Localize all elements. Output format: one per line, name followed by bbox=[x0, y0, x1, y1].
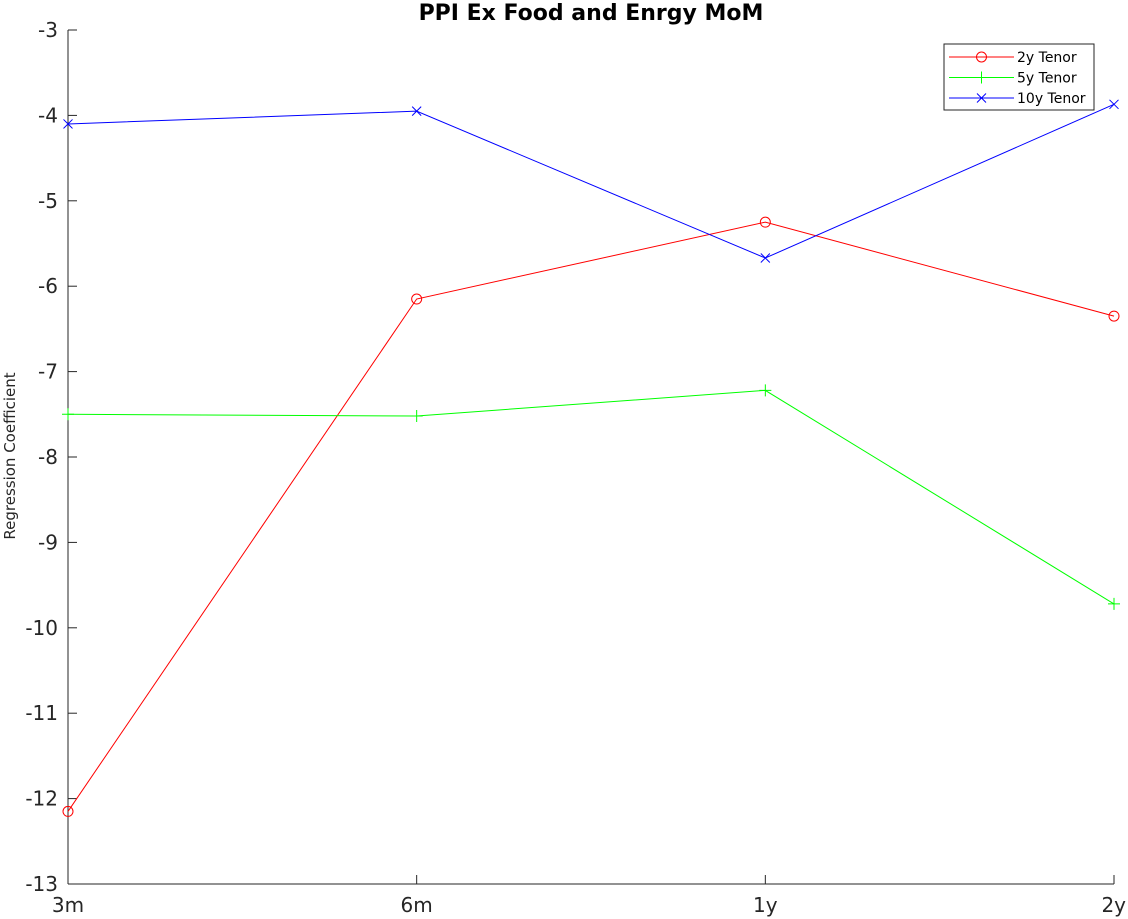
data-point-circle-marker bbox=[759, 216, 771, 228]
series-2y-tenor bbox=[62, 216, 1120, 817]
series-layer bbox=[62, 99, 1120, 817]
x-tick-label: 3m bbox=[52, 893, 84, 917]
series-line bbox=[67, 221, 1115, 812]
legend-x-marker bbox=[976, 93, 987, 103]
chart-title: PPI Ex Food and Enrgy MoM bbox=[419, 1, 764, 26]
data-point-x-marker bbox=[760, 253, 771, 263]
y-axis-label: Regression Coefficient bbox=[1, 372, 19, 539]
series-10y-tenor bbox=[63, 99, 1119, 263]
data-point-plus-marker bbox=[1108, 597, 1120, 610]
y-tick-label: -9 bbox=[38, 530, 58, 554]
data-point-x-marker bbox=[411, 106, 422, 116]
legend: 2y Tenor 5y Tenor 10y Tenor bbox=[943, 43, 1095, 111]
y-tick-label: -4 bbox=[38, 103, 58, 127]
data-point-x-marker bbox=[1109, 99, 1119, 110]
legend-entry: 10y Tenor bbox=[949, 91, 1086, 107]
data-point-plus-marker bbox=[759, 384, 772, 397]
x-tick-label: 6m bbox=[401, 893, 433, 917]
x-tick-label: 1y bbox=[753, 893, 778, 917]
series-line bbox=[67, 103, 1115, 259]
legend-label: 5y Tenor bbox=[1017, 71, 1077, 87]
y-tick-label: -5 bbox=[38, 189, 58, 213]
data-point-circle-marker bbox=[62, 805, 74, 817]
data-point-x-marker bbox=[63, 119, 73, 129]
legend-entry: 2y Tenor bbox=[949, 50, 1077, 66]
y-tick-label: -11 bbox=[25, 701, 58, 725]
data-point-plus-marker bbox=[410, 410, 423, 423]
y-tick-label: -6 bbox=[38, 274, 58, 298]
x-tick-label: 2y bbox=[1101, 893, 1126, 917]
y-tick-label: -7 bbox=[38, 360, 58, 384]
legend-label: 2y Tenor bbox=[1017, 50, 1077, 66]
y-tick-label: -10 bbox=[25, 616, 58, 640]
legend-plus-marker bbox=[975, 71, 988, 84]
data-point-circle-marker bbox=[411, 293, 423, 305]
legend-entry: 5y Tenor bbox=[949, 71, 1077, 87]
series-5y-tenor bbox=[62, 384, 1120, 610]
data-point-circle-marker bbox=[1108, 310, 1120, 322]
y-tick-label: -3 bbox=[38, 18, 58, 42]
series-line bbox=[67, 389, 1115, 605]
legend-label: 10y Tenor bbox=[1017, 91, 1086, 107]
y-tick-label: -13 bbox=[25, 872, 58, 896]
y-tick-label: -12 bbox=[25, 787, 58, 811]
data-point-plus-marker bbox=[62, 408, 74, 421]
y-tick-label: -8 bbox=[38, 445, 58, 469]
legend-circle-marker bbox=[976, 51, 987, 63]
